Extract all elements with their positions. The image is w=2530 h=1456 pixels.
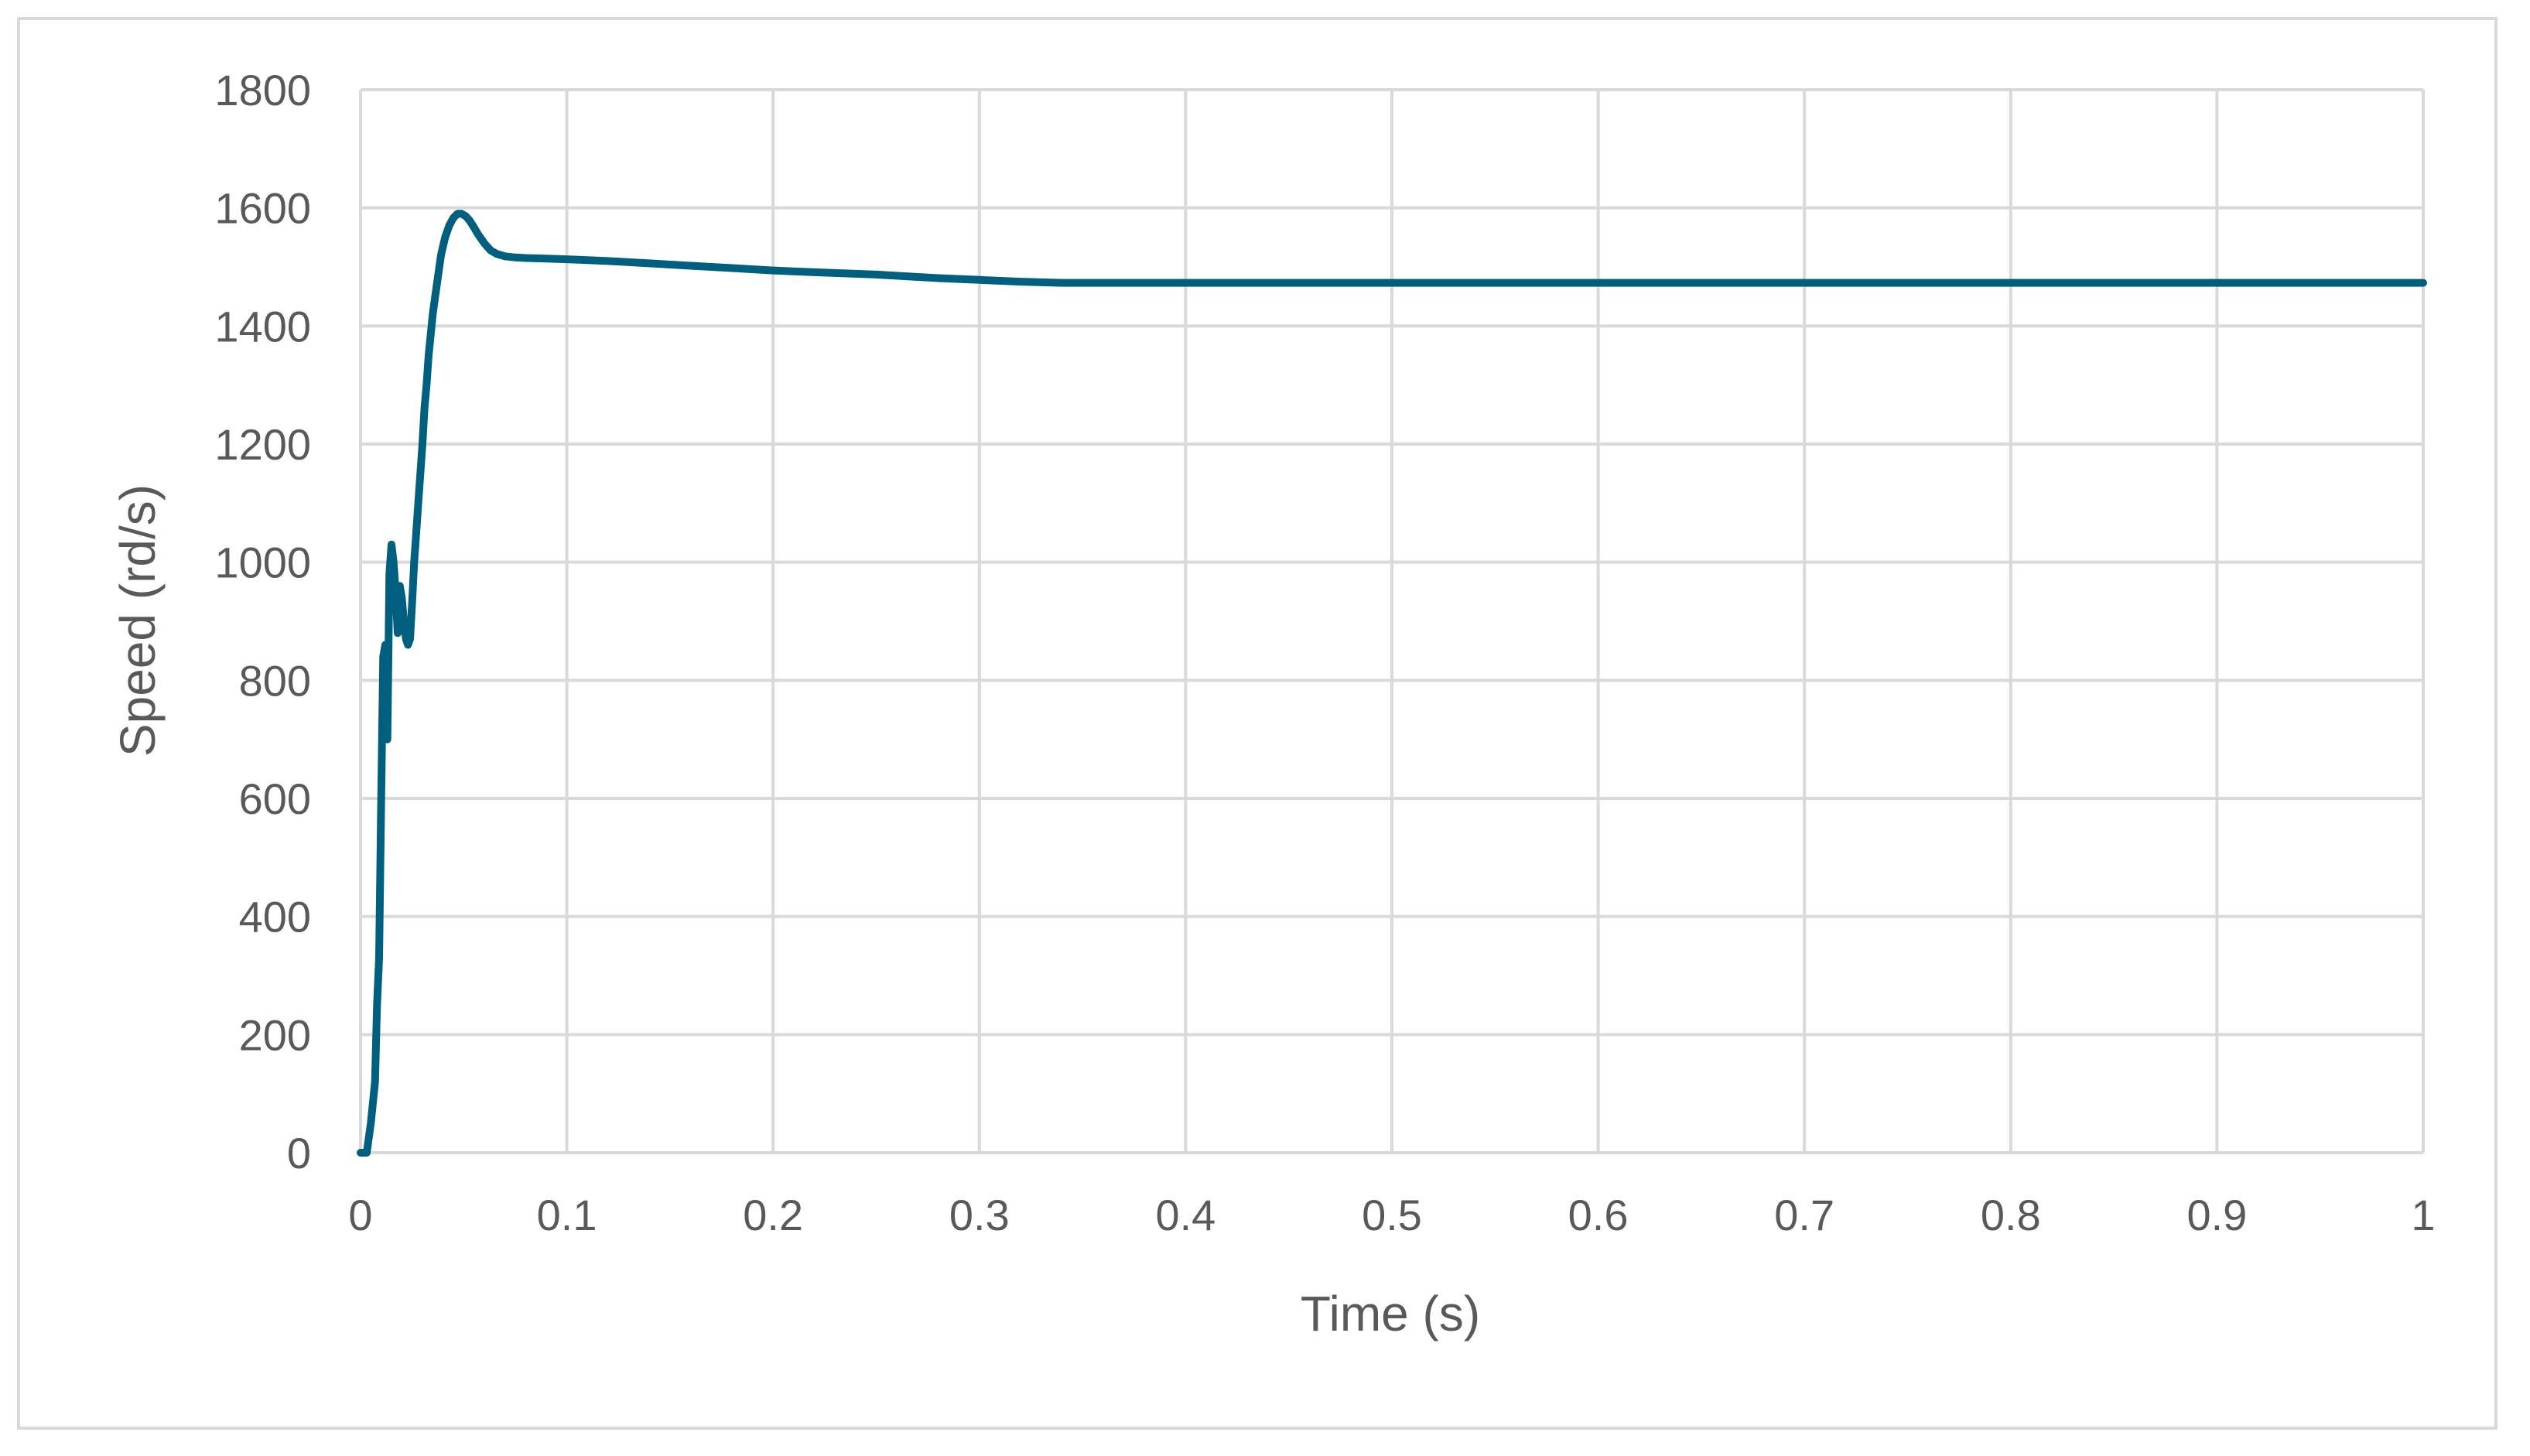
x-axis-title: Time (s): [1301, 1286, 1480, 1342]
y-tick-label: 0: [287, 1129, 311, 1177]
y-tick-label: 400: [239, 893, 311, 942]
y-tick-label: 600: [239, 774, 311, 823]
y-tick-label: 800: [239, 656, 311, 705]
x-tick-label: 0.8: [1981, 1191, 2041, 1239]
y-tick-label: 1200: [214, 420, 311, 469]
x-tick-label: 0.5: [1362, 1191, 1422, 1239]
x-tick-label: 0.2: [743, 1191, 803, 1239]
y-axis-ticks: 0 200 400 600 800 1000 1200 1400 1600 1800: [214, 66, 311, 1177]
x-tick-label: 0.6: [1568, 1191, 1629, 1239]
y-tick-label: 200: [239, 1010, 311, 1059]
y-tick-label: 1600: [214, 184, 311, 233]
y-tick-label: 1000: [214, 538, 311, 587]
y-tick-label: 1400: [214, 302, 311, 350]
y-axis-title: Speed (rd/s): [110, 484, 166, 757]
gridlines: [359, 88, 2425, 1154]
x-axis-ticks: 0 0.1 0.2 0.3 0.4 0.5 0.6 0.7 0.8 0.9 1: [348, 1191, 2435, 1239]
chart-frame: [17, 17, 2498, 1430]
x-tick-label: 0: [348, 1191, 372, 1239]
speed-series-line: [357, 210, 2427, 1157]
x-tick-label: 0.3: [949, 1191, 1010, 1239]
x-tick-label: 1: [2411, 1191, 2435, 1239]
x-tick-label: 0.7: [1774, 1191, 1834, 1239]
x-tick-label: 0.4: [1155, 1191, 1215, 1239]
series-layer: [357, 210, 2427, 1157]
x-tick-label: 0.9: [2186, 1191, 2247, 1239]
y-tick-label: 1800: [214, 66, 311, 114]
x-tick-label: 0.1: [537, 1191, 597, 1239]
